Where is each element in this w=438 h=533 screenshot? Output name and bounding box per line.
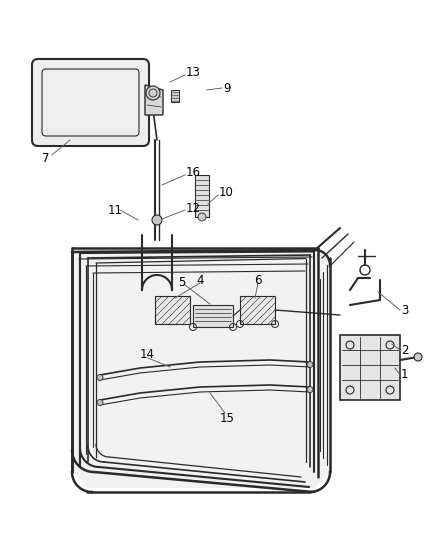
Bar bbox=[340, 335, 400, 400]
Text: 10: 10 bbox=[219, 187, 234, 199]
Text: 15: 15 bbox=[220, 411, 235, 424]
Bar bbox=[240, 296, 275, 324]
Bar bbox=[195, 175, 209, 217]
Text: 13: 13 bbox=[186, 67, 201, 79]
Circle shape bbox=[97, 375, 103, 381]
Circle shape bbox=[97, 400, 103, 406]
Text: 12: 12 bbox=[186, 201, 201, 214]
Text: 7: 7 bbox=[42, 151, 49, 165]
Text: 5: 5 bbox=[178, 276, 185, 288]
Circle shape bbox=[307, 361, 313, 367]
Text: 3: 3 bbox=[401, 303, 408, 317]
Circle shape bbox=[152, 215, 162, 225]
Text: 6: 6 bbox=[254, 273, 261, 287]
Bar bbox=[155, 296, 190, 324]
Circle shape bbox=[414, 353, 422, 361]
Polygon shape bbox=[72, 250, 330, 488]
Text: 2: 2 bbox=[401, 343, 409, 357]
Circle shape bbox=[198, 213, 206, 221]
Bar bbox=[171, 90, 179, 102]
Circle shape bbox=[307, 386, 313, 392]
Text: 11: 11 bbox=[108, 204, 123, 216]
Circle shape bbox=[146, 86, 160, 100]
Text: 16: 16 bbox=[186, 166, 201, 180]
Text: 1: 1 bbox=[401, 368, 409, 382]
Text: 9: 9 bbox=[223, 82, 230, 94]
FancyBboxPatch shape bbox=[32, 59, 149, 146]
Polygon shape bbox=[145, 85, 163, 115]
Text: 14: 14 bbox=[140, 349, 155, 361]
Text: 4: 4 bbox=[196, 273, 204, 287]
Bar bbox=[193, 305, 233, 327]
